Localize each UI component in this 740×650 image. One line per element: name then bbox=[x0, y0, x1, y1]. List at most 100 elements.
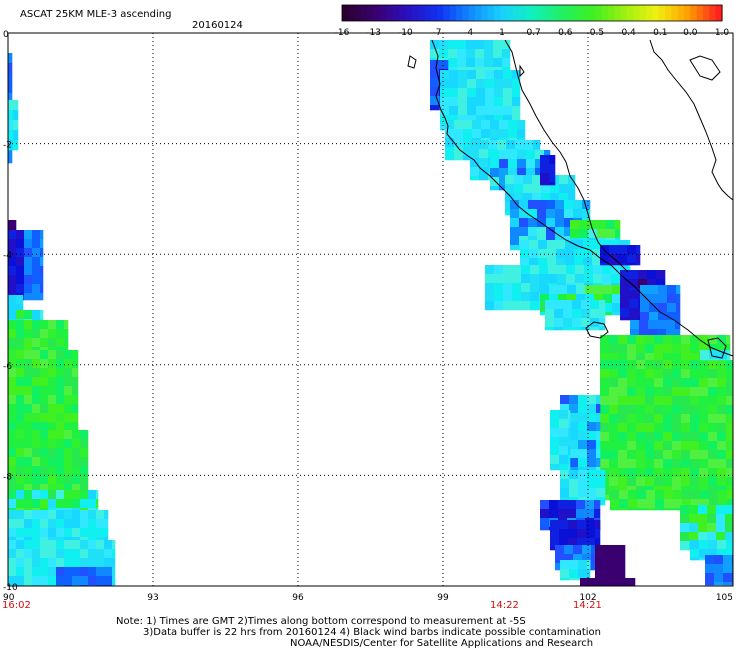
wind-cell bbox=[560, 578, 570, 581]
wind-cell bbox=[112, 576, 116, 586]
wind-cell bbox=[727, 359, 731, 361]
wind-cell bbox=[663, 450, 673, 460]
colorbar-segment bbox=[519, 5, 527, 21]
wind-cell bbox=[16, 490, 25, 500]
wind-cell bbox=[700, 359, 710, 361]
wind-cell bbox=[490, 177, 500, 187]
wind-cell bbox=[663, 432, 673, 442]
wind-cell bbox=[705, 564, 715, 574]
wind-cell bbox=[645, 387, 655, 397]
wind-cell bbox=[572, 309, 582, 319]
wind-cell bbox=[8, 83, 13, 94]
wind-cell bbox=[64, 350, 73, 360]
wind-cell bbox=[48, 359, 57, 369]
wind-cell bbox=[595, 555, 606, 566]
wind-cell bbox=[558, 509, 568, 519]
wind-cell bbox=[638, 270, 648, 280]
wind-cell bbox=[609, 353, 619, 363]
colorbar-segment bbox=[570, 5, 577, 21]
wind-cell bbox=[597, 229, 607, 239]
wind-cell bbox=[590, 318, 600, 328]
wind-cell bbox=[649, 303, 659, 313]
wind-cell bbox=[700, 490, 710, 500]
wind-cell bbox=[699, 441, 709, 451]
wind-cell bbox=[615, 545, 626, 556]
wind-cell bbox=[569, 569, 579, 579]
wind-cell bbox=[8, 257, 17, 267]
wind-cell bbox=[667, 303, 677, 313]
wind-cell bbox=[636, 423, 646, 433]
wind-cell bbox=[440, 115, 450, 125]
wind-cell bbox=[8, 457, 17, 467]
wind-cell bbox=[40, 293, 44, 301]
wind-cell bbox=[682, 499, 692, 509]
wind-cell bbox=[726, 344, 731, 354]
wind-cell bbox=[654, 459, 664, 469]
wind-cell bbox=[56, 510, 65, 520]
wind-cell bbox=[72, 404, 79, 414]
wind-cell bbox=[600, 459, 610, 469]
wind-cell bbox=[48, 422, 57, 432]
wind-cell bbox=[639, 320, 649, 330]
wind-cell bbox=[24, 558, 33, 568]
wind-cell bbox=[48, 528, 57, 538]
colorbar-segment bbox=[449, 5, 457, 21]
wind-cell bbox=[72, 386, 79, 396]
wind-cell bbox=[726, 335, 731, 345]
wind-cell bbox=[64, 576, 73, 586]
wind-cell bbox=[587, 470, 597, 480]
colorbar-segment bbox=[500, 5, 508, 21]
wind-cell bbox=[655, 499, 665, 509]
wind-cell bbox=[609, 369, 619, 379]
wind-cell bbox=[40, 457, 49, 467]
wind-cell bbox=[627, 263, 637, 266]
wind-cell bbox=[619, 490, 629, 500]
wind-cell bbox=[609, 378, 619, 388]
wind-cell bbox=[445, 147, 455, 157]
wind-cell bbox=[663, 423, 673, 433]
wind-cell bbox=[672, 387, 682, 397]
wind-cell bbox=[690, 477, 700, 487]
wind-cell bbox=[505, 184, 515, 194]
colorbar-segment bbox=[576, 5, 584, 21]
wind-cell bbox=[16, 430, 25, 440]
wind-cell bbox=[574, 240, 584, 250]
wind-cell bbox=[600, 450, 610, 460]
wind-cell bbox=[717, 360, 727, 370]
wind-cell bbox=[48, 320, 57, 330]
wind-cell bbox=[470, 167, 480, 177]
wind-cell bbox=[649, 294, 659, 304]
wind-cell bbox=[605, 565, 616, 576]
wind-cell bbox=[463, 138, 473, 148]
wind-cell bbox=[708, 396, 718, 406]
wind-cell bbox=[32, 528, 41, 538]
wind-cell bbox=[645, 477, 655, 487]
wind-cell bbox=[569, 449, 579, 459]
wind-cell bbox=[485, 274, 495, 284]
wind-cell bbox=[620, 288, 630, 291]
wind-cell bbox=[654, 387, 664, 397]
wind-cell bbox=[488, 140, 498, 150]
wind-cell bbox=[699, 387, 709, 397]
wind-cell bbox=[637, 508, 647, 511]
colorbar-segment bbox=[532, 5, 539, 21]
wind-cell bbox=[8, 510, 17, 520]
wind-cell bbox=[676, 303, 681, 313]
wind-cell bbox=[725, 505, 734, 515]
colorbar-segment bbox=[582, 5, 590, 21]
wind-cell bbox=[8, 295, 17, 305]
wind-cell bbox=[564, 218, 574, 228]
lat-tick-label: -8 bbox=[3, 472, 12, 482]
wind-cell bbox=[582, 554, 592, 564]
wind-cell bbox=[690, 405, 700, 415]
wind-cell bbox=[64, 368, 73, 378]
wind-cell bbox=[517, 129, 526, 139]
wind-cell bbox=[64, 528, 73, 538]
wind-cell bbox=[8, 120, 14, 131]
wind-cell bbox=[96, 567, 105, 577]
wind-cell bbox=[570, 220, 580, 230]
wind-cell bbox=[64, 519, 73, 529]
wind-cell bbox=[619, 240, 629, 250]
wind-cell bbox=[681, 423, 691, 433]
wind-cell bbox=[8, 284, 17, 294]
